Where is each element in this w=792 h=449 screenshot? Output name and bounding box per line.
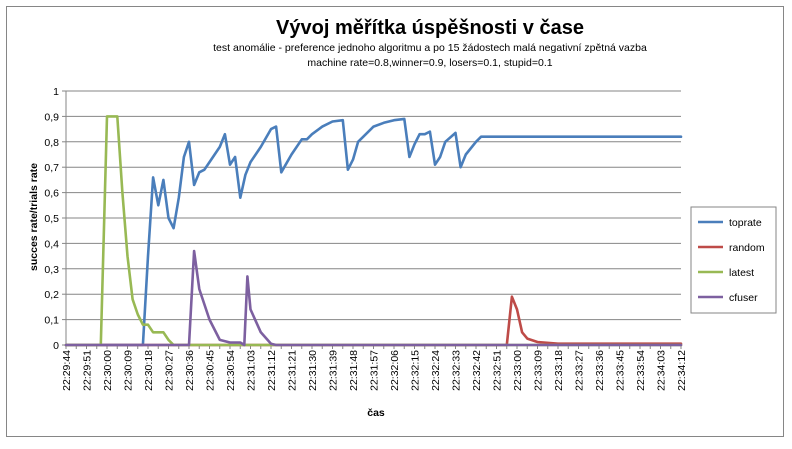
- x-tick-label: 22:31:30: [307, 350, 319, 391]
- y-tick-label: 0,6: [44, 188, 59, 200]
- x-tick-label: 22:30:54: [225, 350, 237, 391]
- legend-label-cfuser: cfuser: [729, 292, 758, 304]
- y-tick-label: 0,2: [44, 289, 59, 301]
- x-tick-label: 22:32:42: [471, 350, 483, 391]
- chart-frame: [6, 6, 784, 437]
- x-tick-label: 22:30:18: [143, 350, 155, 391]
- x-tick-label: 22:31:12: [266, 350, 278, 391]
- x-tick-label: 22:31:48: [348, 350, 360, 391]
- y-tick-label: 0,4: [44, 238, 59, 250]
- x-tick-label: 22:33:54: [635, 350, 647, 391]
- y-axis-label: succes rate/trials rate: [28, 163, 40, 271]
- chart-subtitle-line-1: test anomálie - preference jednoho algor…: [213, 42, 647, 54]
- x-tick-label: 22:30:45: [205, 350, 217, 391]
- x-tick-label: 22:33:18: [553, 350, 565, 391]
- x-tick-label: 22:30:27: [164, 350, 176, 391]
- legend-label-random: random: [729, 242, 765, 254]
- y-tick-label: 0,1: [44, 315, 59, 327]
- legend-label-latest: latest: [729, 267, 754, 279]
- x-tick-label: 22:33:36: [594, 350, 606, 391]
- y-tick-label: 0: [53, 340, 59, 352]
- x-tick-label: 22:33:27: [574, 350, 586, 391]
- x-tick-label: 22:32:33: [451, 350, 463, 391]
- legend-box: [690, 206, 777, 314]
- x-tick-label: 22:29:51: [82, 350, 94, 391]
- legend-label-toprate: toprate: [729, 217, 762, 229]
- series-line-random: [64, 295, 683, 347]
- y-tick-label: 0,3: [44, 264, 59, 276]
- x-tick-label: 22:31:57: [369, 350, 381, 391]
- x-tick-label: 22:33:09: [533, 350, 545, 391]
- x-tick-label: 22:32:15: [410, 350, 422, 391]
- x-tick-label: 22:32:51: [492, 350, 504, 391]
- y-tick-label: 1: [53, 86, 59, 98]
- x-tick-label: 22:30:00: [102, 350, 114, 391]
- x-tick-label: 22:31:21: [287, 350, 299, 391]
- series-line-cfuser: [64, 249, 683, 347]
- x-tick-label: 22:33:00: [512, 350, 524, 391]
- y-tick-label: 0,7: [44, 162, 59, 174]
- y-tick-label: 0,9: [44, 111, 59, 123]
- series-line-toprate: [64, 117, 683, 347]
- x-tick-label: 22:32:06: [389, 350, 401, 391]
- x-tick-label: 22:32:24: [430, 350, 442, 391]
- y-axis-ticks: 0 0,1 0,2 0,3 0,4 0,5 0,6 0,7 0,8 0,9 1: [44, 86, 66, 352]
- x-axis-ticks: 22:29:44 22:29:51 22:30:00 22:30:09 22:30:18…: [61, 345, 688, 391]
- gridlines: [66, 90, 681, 321]
- x-tick-label: 22:29:44: [61, 350, 73, 391]
- y-tick-label: 0,8: [44, 137, 59, 149]
- x-tick-label: 22:34:12: [676, 350, 688, 391]
- x-tick-label: 22:30:36: [184, 350, 196, 391]
- chart-subtitle-line-2: machine rate=0.8,winner=0.9, losers=0.1,…: [307, 57, 552, 69]
- chart-title: Vývoj měřítka úspěšnosti v čase: [276, 17, 584, 39]
- x-tick-label: 22:31:39: [328, 350, 340, 391]
- x-axis-label: čas: [367, 407, 385, 419]
- series-lines: [64, 115, 683, 347]
- x-tick-label: 22:30:09: [123, 350, 135, 391]
- series-line-latest: [64, 115, 683, 347]
- legend: toprate random latest cfuser: [690, 206, 777, 314]
- x-tick-label: 22:34:03: [656, 350, 668, 391]
- y-tick-label: 0,5: [44, 213, 59, 225]
- x-tick-label: 22:31:03: [246, 350, 258, 391]
- x-tick-label: 22:33:45: [615, 350, 627, 391]
